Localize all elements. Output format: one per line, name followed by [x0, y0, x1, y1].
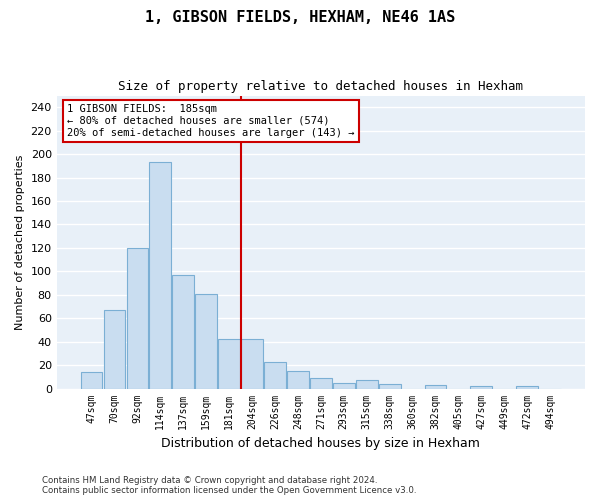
Bar	[218, 340, 240, 388]
X-axis label: Distribution of detached houses by size in Hexham: Distribution of detached houses by size …	[161, 437, 480, 450]
Bar	[356, 380, 377, 388]
Bar	[149, 162, 171, 388]
Bar	[470, 386, 492, 388]
Bar	[264, 362, 286, 388]
Bar	[310, 378, 332, 388]
Title: Size of property relative to detached houses in Hexham: Size of property relative to detached ho…	[118, 80, 523, 93]
Text: 1, GIBSON FIELDS, HEXHAM, NE46 1AS: 1, GIBSON FIELDS, HEXHAM, NE46 1AS	[145, 10, 455, 25]
Text: Contains HM Land Registry data © Crown copyright and database right 2024.
Contai: Contains HM Land Registry data © Crown c…	[42, 476, 416, 495]
Bar	[172, 275, 194, 388]
Bar	[516, 386, 538, 388]
Bar	[196, 294, 217, 388]
Y-axis label: Number of detached properties: Number of detached properties	[15, 154, 25, 330]
Bar	[80, 372, 103, 388]
Bar	[333, 382, 355, 388]
Bar	[379, 384, 401, 388]
Bar	[425, 385, 446, 388]
Bar	[241, 340, 263, 388]
Bar	[287, 371, 309, 388]
Bar	[127, 248, 148, 388]
Text: 1 GIBSON FIELDS:  185sqm
← 80% of detached houses are smaller (574)
20% of semi-: 1 GIBSON FIELDS: 185sqm ← 80% of detache…	[67, 104, 355, 138]
Bar	[104, 310, 125, 388]
